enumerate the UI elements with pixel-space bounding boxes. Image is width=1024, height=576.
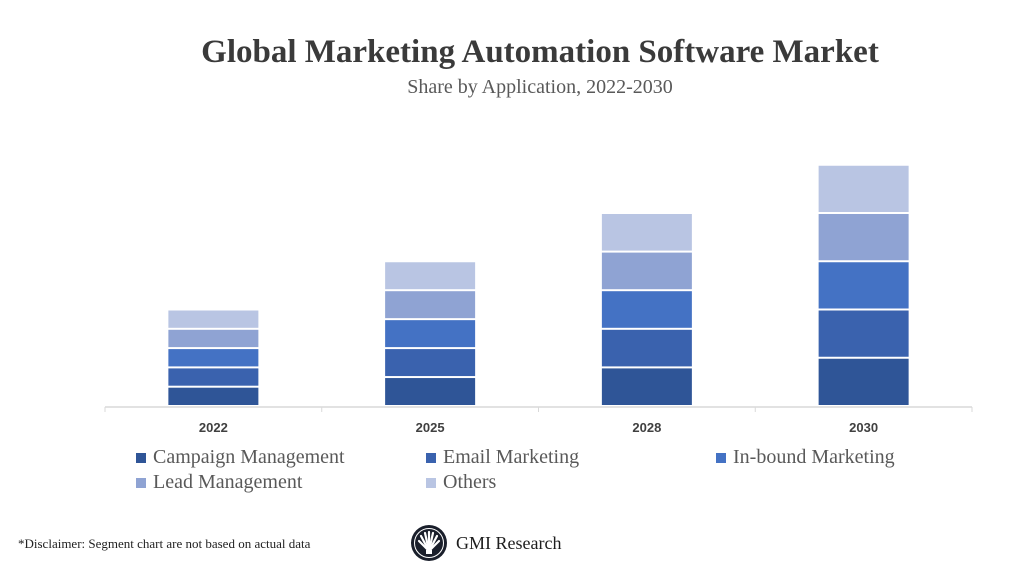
bar-segment-2028-3 xyxy=(601,252,692,290)
legend-item: Lead Management xyxy=(136,471,426,494)
legend-item: Email Marketing xyxy=(426,446,716,469)
disclaimer: *Disclaimer: Segment chart are not based… xyxy=(18,536,311,551)
bar-segment-2025-1 xyxy=(385,349,476,377)
bar-segment-2028-2 xyxy=(601,291,692,328)
brand-name: GMI Research xyxy=(456,532,562,553)
x-tick-label: 2022 xyxy=(199,420,228,435)
legend-swatch xyxy=(136,452,146,463)
x-tick-label: 2025 xyxy=(416,420,445,435)
x-tick-label: 2030 xyxy=(849,420,878,435)
chart-subtitle: Share by Application, 2022-2030 xyxy=(407,76,673,98)
legend-label: Campaign Management xyxy=(153,446,345,468)
bar-segment-2022-0 xyxy=(168,387,259,405)
bar-segment-2022-2 xyxy=(168,349,259,367)
bar-segment-2028-1 xyxy=(601,329,692,367)
bar-segment-2025-2 xyxy=(385,320,476,348)
legend: Campaign Management Email Marketing In-bou… xyxy=(136,446,956,494)
bar-segment-2025-3 xyxy=(385,291,476,319)
legend-item: In-bound Marketing xyxy=(716,446,956,469)
bar-segment-2030-3 xyxy=(818,214,909,261)
legend-swatch xyxy=(426,477,436,488)
bar-segment-2030-0 xyxy=(818,358,909,405)
bar-segment-2025-4 xyxy=(385,262,476,290)
legend-item: Campaign Management xyxy=(136,446,426,469)
gmi-logo: GMI Research xyxy=(410,524,561,562)
legend-label: Email Marketing xyxy=(443,446,580,468)
bar-segment-2028-0 xyxy=(601,368,692,405)
legend-swatch xyxy=(136,477,146,488)
bar-segment-2025-0 xyxy=(385,378,476,405)
legend-label: In-bound Marketing xyxy=(733,446,895,468)
chart-title: Global Marketing Automation Software Mar… xyxy=(201,34,879,70)
x-tick-label: 2028 xyxy=(632,420,661,435)
bar-segment-2028-4 xyxy=(601,214,692,251)
bar-segment-2030-1 xyxy=(818,310,909,357)
legend-item: Others xyxy=(426,471,716,494)
bar-segment-2022-4 xyxy=(168,310,259,328)
bar-segment-2022-1 xyxy=(168,368,259,386)
legend-label: Others xyxy=(443,471,497,493)
legend-label: Lead Management xyxy=(153,471,303,493)
bar-segment-2022-3 xyxy=(168,329,259,348)
bar-segment-2030-4 xyxy=(818,165,909,212)
bar-segment-2030-2 xyxy=(818,262,909,309)
fan-logo-icon xyxy=(411,525,447,561)
legend-swatch xyxy=(426,452,436,463)
legend-swatch xyxy=(716,452,726,463)
